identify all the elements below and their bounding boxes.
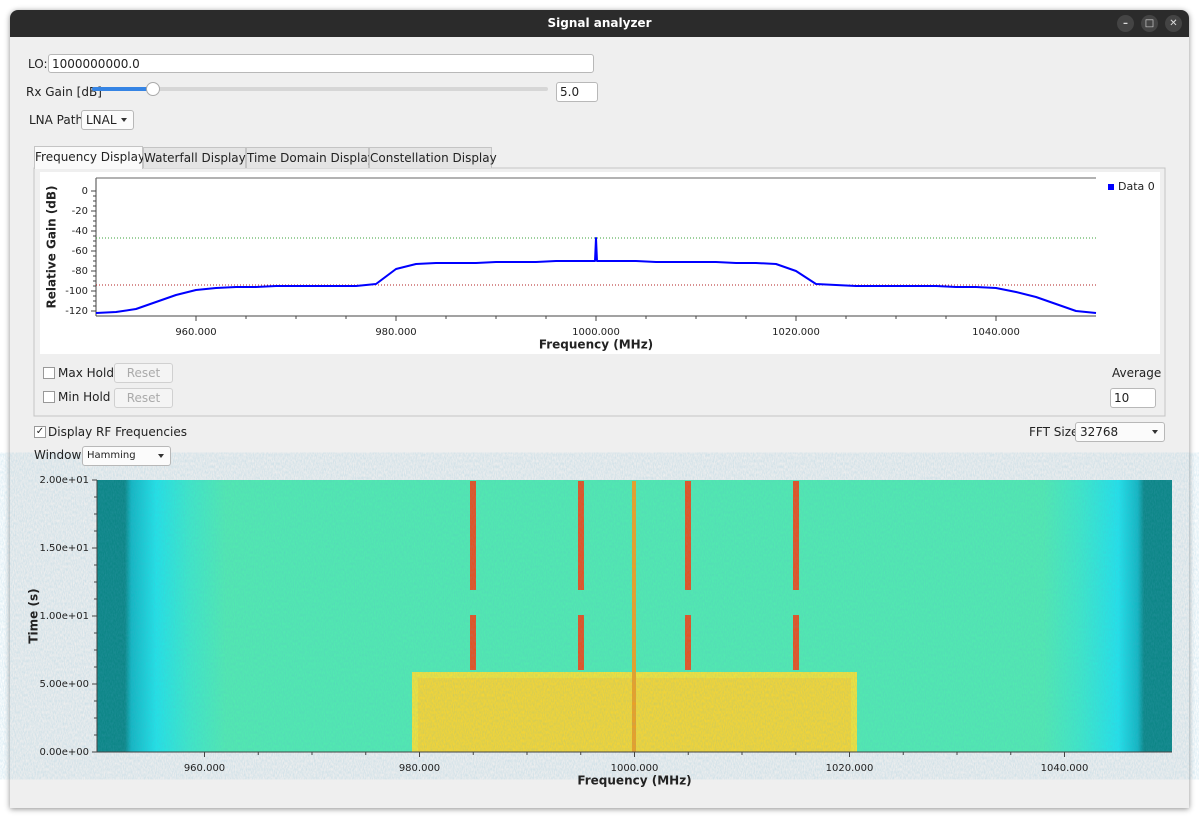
y-tick-label: 1.50e+01 (39, 543, 89, 554)
y-tick-label: 0.00e+00 (39, 747, 89, 758)
max-hold-checkbox[interactable] (43, 367, 55, 379)
rx-gain-label: Rx Gain [dB] (26, 85, 102, 99)
x-tick-label: 980.000 (375, 327, 416, 338)
lna-combo[interactable]: LNAL (81, 110, 134, 130)
display-rf-label: Display RF Frequencies (48, 425, 187, 439)
y-tick-label: -120 (65, 306, 88, 317)
tab[interactable]: Frequency Display (34, 146, 145, 169)
spectrum-background (40, 172, 1160, 354)
legend-label: Data 0 (1118, 180, 1155, 193)
x-tick-label: 1040.000 (1041, 763, 1089, 774)
reset-button[interactable]: Reset (114, 388, 173, 408)
tab[interactable]: Constellation Display (369, 147, 497, 168)
waterfall-noise (97, 480, 1172, 752)
fft-size-combo[interactable]: 32768 (1075, 422, 1165, 442)
window-combo[interactable]: Hamming (82, 446, 171, 466)
fft-size-label: FFT Size: (1029, 425, 1083, 439)
window-title: Signal analyzer (547, 16, 652, 30)
slider-handle[interactable] (146, 82, 160, 96)
lo-label: LO: (28, 57, 48, 71)
x-tick-label: 1040.000 (972, 327, 1020, 338)
tab[interactable]: Time Domain Display (246, 147, 375, 168)
tab[interactable]: Waterfall Display (143, 147, 246, 168)
y-axis-label: Time (s) (27, 588, 41, 643)
average-spinbox[interactable]: 10 (1110, 388, 1156, 408)
legend-swatch (1108, 184, 1114, 190)
x-tick-label: 1000.000 (572, 327, 620, 338)
title-bar: Signal analyzer – □ ✕ (10, 10, 1189, 37)
y-tick-label: -60 (72, 246, 88, 257)
maximize-button[interactable]: □ (1141, 15, 1158, 32)
y-tick-label: 2.00e+01 (39, 475, 89, 486)
close-button[interactable]: ✕ (1165, 15, 1182, 32)
lo-input[interactable]: 1000000000.0 (48, 54, 594, 73)
y-tick-label: -80 (72, 266, 88, 277)
display-rf-checkbox[interactable]: ✓ (34, 426, 46, 438)
x-axis-label: Frequency (MHz) (539, 338, 653, 352)
x-tick-label: 1020.000 (826, 763, 874, 774)
rx-gain-spinbox[interactable]: 5.0 (556, 82, 598, 102)
y-tick-label: 1.00e+01 (39, 611, 89, 622)
y-tick-label: 5.00e+00 (39, 679, 89, 690)
minimize-button[interactable]: – (1117, 15, 1134, 32)
x-tick-label: 1000.000 (611, 763, 659, 774)
lna-label: LNA Path: (29, 113, 88, 127)
max-hold-label: Max Hold (58, 366, 114, 380)
x-tick-label: 1020.000 (772, 327, 820, 338)
min-hold-label: Min Hold (58, 390, 111, 404)
y-tick-label: 0 (82, 186, 88, 197)
x-tick-label: 960.000 (184, 763, 225, 774)
y-tick-label: -20 (72, 206, 88, 217)
y-axis-label: Relative Gain (dB) (45, 185, 59, 308)
min-hold-checkbox[interactable] (43, 391, 55, 403)
y-tick-label: -40 (72, 226, 88, 237)
window-label: Window: (34, 448, 85, 462)
x-tick-label: 960.000 (175, 327, 216, 338)
x-tick-label: 980.000 (399, 763, 440, 774)
average-label: Average (1112, 366, 1162, 380)
reset-button[interactable]: Reset (114, 363, 173, 383)
x-axis-label: Frequency (MHz) (577, 774, 691, 788)
waterfall-image (97, 480, 1172, 752)
y-tick-label: -100 (65, 286, 88, 297)
spectrum-line (95, 237, 1097, 314)
rx-gain-slider[interactable] (92, 87, 548, 91)
